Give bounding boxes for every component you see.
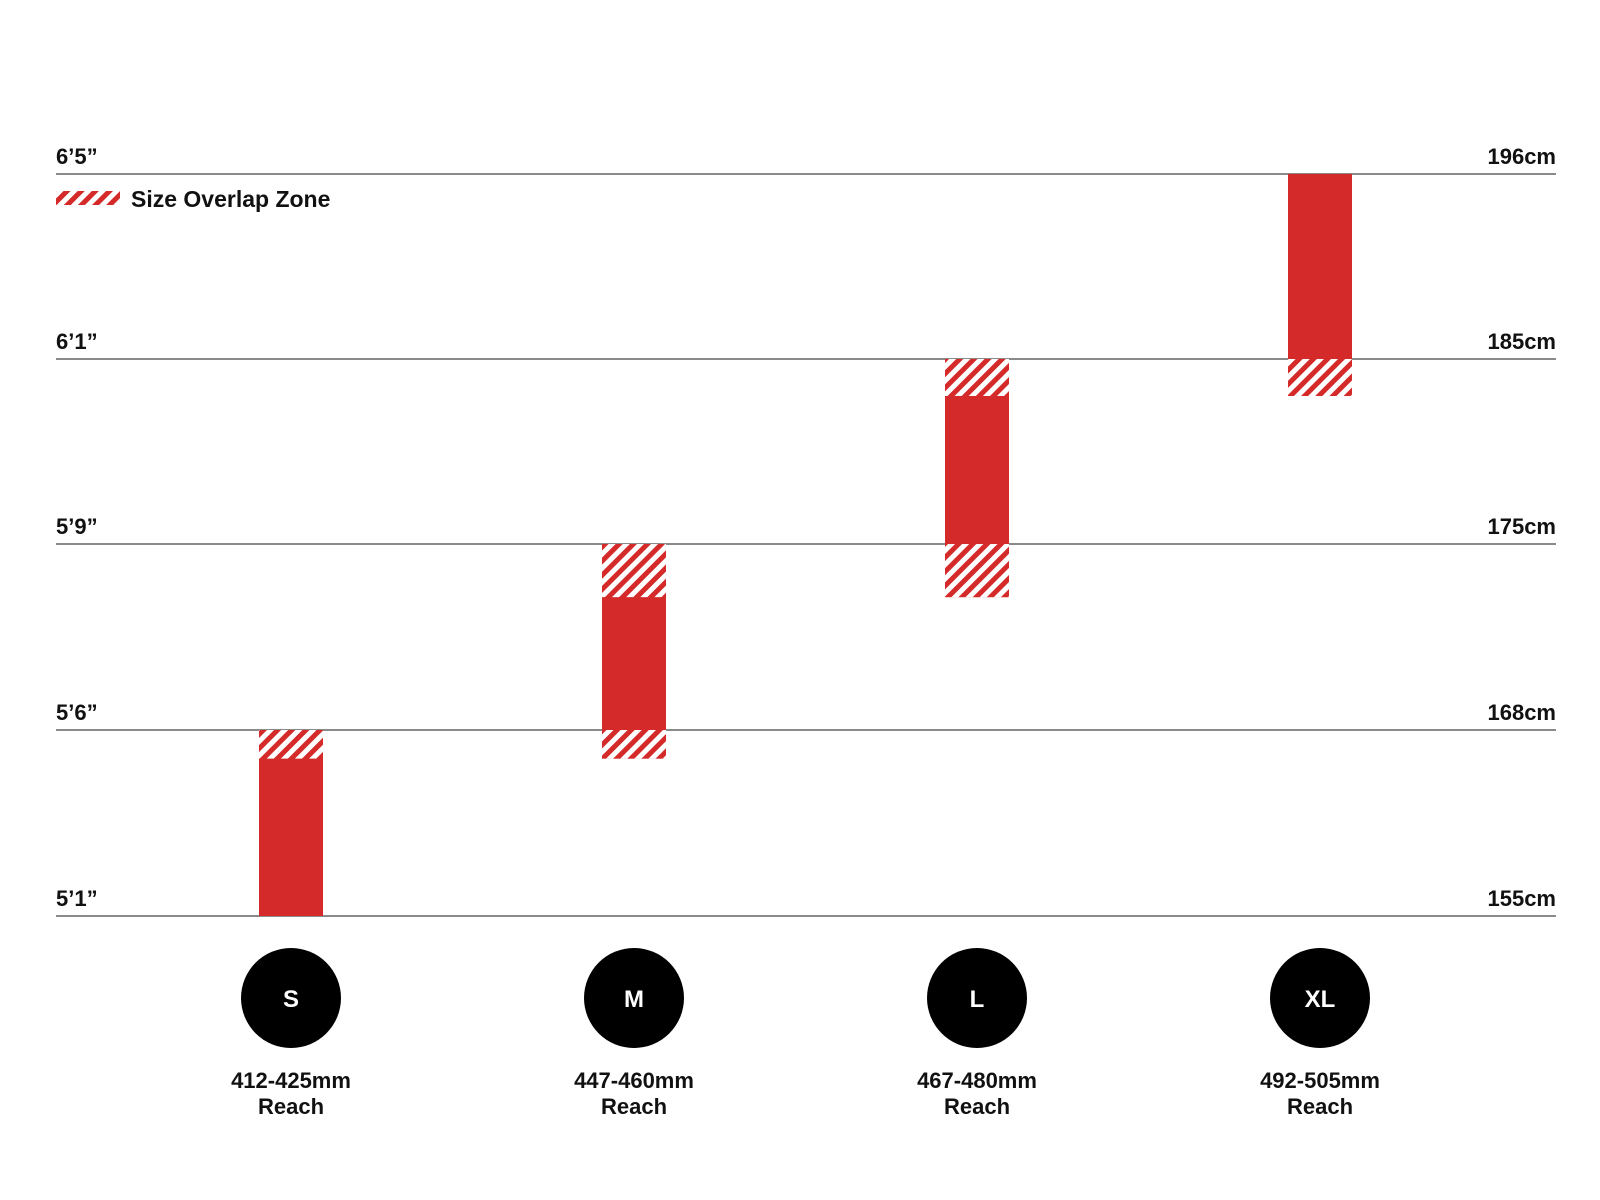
overlap-zone-l <box>945 544 1009 598</box>
reach-range-label: 412-425mm <box>231 1068 351 1093</box>
y-tick-label-right: 155cm <box>1487 886 1556 911</box>
size-badge-label: XL <box>1305 986 1336 1013</box>
reach-range-label: 447-460mm <box>574 1068 694 1093</box>
legend: Size Overlap Zone <box>56 186 330 212</box>
legend-label: Size Overlap Zone <box>131 186 330 212</box>
overlap-zone-l <box>945 359 1009 396</box>
reach-word-label: Reach <box>601 1094 667 1119</box>
reach-word-label: Reach <box>944 1094 1010 1119</box>
y-tick-label-right: 185cm <box>1487 329 1556 354</box>
size-badge-s <box>241 948 341 1048</box>
y-tick-label-left: 5’1” <box>56 886 98 911</box>
size-badge-label: M <box>624 986 644 1013</box>
size-badge-m <box>584 948 684 1048</box>
y-tick-label-right: 196cm <box>1487 144 1556 169</box>
size-badge-l <box>927 948 1027 1048</box>
y-tick-label-left: 5’9” <box>56 514 98 539</box>
size-badge-xl <box>1270 948 1370 1048</box>
reach-range-label: 467-480mm <box>917 1068 1037 1093</box>
size-bar-s <box>259 730 323 916</box>
y-tick-label-right: 175cm <box>1487 514 1556 539</box>
size-badges: S412-425mmReachM447-460mmReachL467-480mm… <box>231 948 1380 1119</box>
overlap-zone-s <box>259 730 323 759</box>
overlap-zone-m <box>602 544 666 598</box>
y-tick-label-left: 6’5” <box>56 144 98 169</box>
size-badge-label: L <box>970 986 985 1013</box>
reach-word-label: Reach <box>258 1094 324 1119</box>
y-tick-label-left: 5’6” <box>56 700 98 725</box>
size-badge-label: S <box>283 986 299 1013</box>
y-tick-label-left: 6’1” <box>56 329 98 354</box>
legend-hatch-swatch <box>56 191 120 205</box>
bars <box>259 174 1352 916</box>
y-tick-label-right: 168cm <box>1487 700 1556 725</box>
reach-word-label: Reach <box>1287 1094 1353 1119</box>
overlap-zone-xl <box>1288 359 1352 396</box>
reach-range-label: 492-505mm <box>1260 1068 1380 1093</box>
overlap-zone-m <box>602 730 666 759</box>
